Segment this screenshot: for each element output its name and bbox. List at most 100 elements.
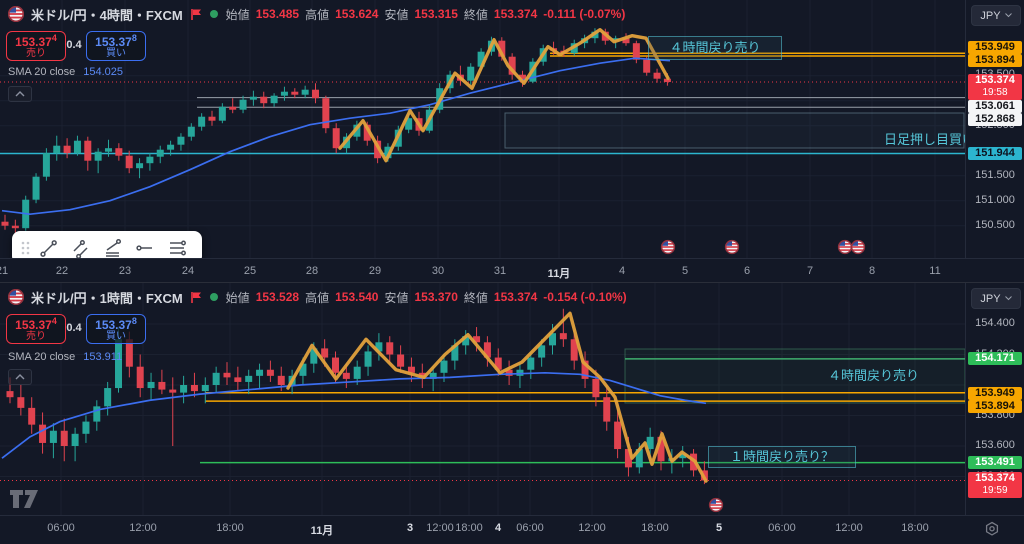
currency-selector-1h[interactable]: JPY: [971, 288, 1021, 309]
candle: [277, 375, 285, 385]
time-tick: 31: [493, 265, 507, 277]
parallel-lines-tool-icon[interactable]: [68, 235, 94, 258]
candle: [167, 144, 175, 150]
economic-event-flag-icon[interactable]: [725, 241, 739, 254]
price-label-orange: 153.894: [968, 54, 1022, 67]
time-tick: 5: [715, 522, 723, 534]
candle: [84, 140, 92, 161]
candle: [115, 339, 122, 389]
time-tick: 23: [118, 265, 132, 277]
economic-event-flag-icon[interactable]: [661, 241, 675, 254]
annotation-4h-sell-zone-1h[interactable]: ４時間戻り売り: [828, 368, 920, 383]
candle: [93, 406, 101, 422]
candle: [32, 176, 40, 200]
symbol-header-4h: 米ドル/円・4時間・FXCM 始値 153.485 高値 153.624 安値 153…: [8, 5, 625, 23]
economic-event-flag-icon[interactable]: [838, 241, 852, 254]
sma-line[interactable]: [1, 371, 707, 459]
candle: [473, 336, 481, 343]
horizontal-rays-tool-icon[interactable]: [164, 235, 190, 259]
chevron-down-icon: [1004, 13, 1012, 18]
price-label-white: 153.061: [968, 100, 1022, 113]
candle: [60, 430, 68, 446]
buy-button-1h[interactable]: 153.378 買い: [86, 314, 146, 344]
annotation-1h-sell-question[interactable]: １時間戻り売り？: [708, 446, 856, 468]
time-tick: 4: [494, 522, 502, 534]
candle: [17, 397, 25, 408]
collapse-indicator-button-4h[interactable]: [8, 86, 32, 102]
candle: [198, 116, 206, 127]
toolbar-drag-handle-icon[interactable]: [20, 239, 30, 257]
candle: [375, 342, 383, 352]
candle: [177, 136, 185, 145]
time-tick: 12:00: [578, 522, 606, 534]
chart-area-4h[interactable]: ４時間戻り売り 日足押し目買い: [0, 0, 965, 258]
candle: [260, 96, 268, 104]
sell-button-1h[interactable]: 153.374 売り: [6, 314, 66, 344]
candle: [353, 124, 361, 137]
candle: [332, 128, 340, 149]
candle: [477, 51, 485, 67]
candle: [483, 342, 491, 358]
economic-event-flag-icon[interactable]: [709, 499, 723, 512]
spread-value-1h: 0.4: [66, 322, 82, 334]
tradingview-logo[interactable]: [8, 488, 44, 510]
currency-selector-4h[interactable]: JPY: [971, 5, 1021, 26]
candle: [440, 360, 448, 373]
zigzag-drawing[interactable]: [286, 311, 708, 483]
panel-4h: ４時間戻り売り 日足押し目買い: [0, 0, 1024, 282]
candle: [342, 372, 350, 379]
red-flag-icon[interactable]: [190, 291, 202, 304]
symbol-header-1h: 米ドル/円・1時間・FXCM 始値 153.528 高値 153.540 安値 153…: [8, 288, 627, 306]
zigzag-drawing[interactable]: [338, 28, 670, 163]
candle: [147, 381, 155, 389]
collapse-indicator-button-1h[interactable]: [8, 369, 32, 385]
chart-area-1h[interactable]: ４時間戻り売り １時間戻り売り？: [0, 283, 965, 515]
sell-button-4h[interactable]: 153.374 売り: [6, 31, 66, 61]
time-axis-4h[interactable]: 21 22 23 24 25 28 29 30 31 11月 4 5 6 7 8 11: [0, 258, 1024, 282]
symbol-title-1h[interactable]: 米ドル/円・1時間・FXCM: [31, 290, 183, 306]
price-chart-1h[interactable]: [0, 283, 965, 515]
symbol-title-4h[interactable]: 米ドル/円・4時間・FXCM: [31, 7, 183, 23]
time-tick: 8: [868, 265, 876, 277]
chevron-down-icon: [1004, 296, 1012, 301]
drawn-zone[interactable]: [624, 348, 965, 404]
candle: [635, 449, 643, 468]
economic-event-flag-icon[interactable]: [851, 241, 865, 254]
price-chart-4h[interactable]: [0, 0, 965, 258]
time-tick: 28: [305, 265, 319, 277]
fib-retracement-tool-icon[interactable]: [100, 235, 126, 259]
horizontal-line-tool-icon[interactable]: [132, 235, 158, 259]
time-tick: 06:00: [768, 522, 796, 534]
candle: [28, 407, 36, 425]
sma-indicator-row-4h[interactable]: SMA 20 close 154.025: [8, 66, 124, 78]
price-scale-4h[interactable]: JPY 153.500152.500151.500151.000150.5001…: [965, 0, 1024, 258]
drawn-zone[interactable]: [504, 112, 965, 149]
candle: [180, 385, 188, 393]
buy-button-4h[interactable]: 153.378 買い: [86, 31, 146, 61]
sma-line[interactable]: [1, 57, 671, 216]
red-flag-icon[interactable]: [190, 8, 202, 21]
annotation-4h-sell-zone[interactable]: ４時間戻り売り: [648, 36, 782, 60]
ohlc-readout-4h: 始値 153.485 高値 153.624 安値 153.315 終値 153.374 …: [225, 7, 626, 22]
time-axis-1h[interactable]: 06:00 12:00 18:00 11月 3 12:00 18:00 4 06:00 12:00…: [0, 515, 1024, 544]
chevron-up-icon: [15, 91, 25, 97]
chevron-up-icon: [15, 374, 25, 380]
price-label-plain: 151.000: [975, 194, 1015, 206]
candle: [538, 345, 546, 358]
time-tick: 18:00: [901, 522, 929, 534]
candle: [467, 66, 475, 81]
price-scale-1h[interactable]: JPY 154.400154.200153.800153.600153.4001…: [965, 283, 1024, 515]
candle: [169, 389, 177, 393]
candle: [646, 436, 654, 450]
annotation-daily-dip-buy[interactable]: 日足押し目買い: [884, 132, 965, 147]
market-status-dot-icon: [209, 293, 218, 301]
time-tick: 3: [406, 522, 414, 534]
sma-indicator-row-1h[interactable]: SMA 20 close 153.911: [8, 351, 123, 363]
time-axis-settings-gear-icon[interactable]: [984, 521, 1000, 542]
time-tick: 12:00: [129, 522, 157, 534]
trend-line-tool-icon[interactable]: [36, 235, 62, 259]
price-label-white: 152.868: [968, 113, 1022, 126]
candle: [146, 156, 154, 164]
candle: [386, 342, 394, 355]
